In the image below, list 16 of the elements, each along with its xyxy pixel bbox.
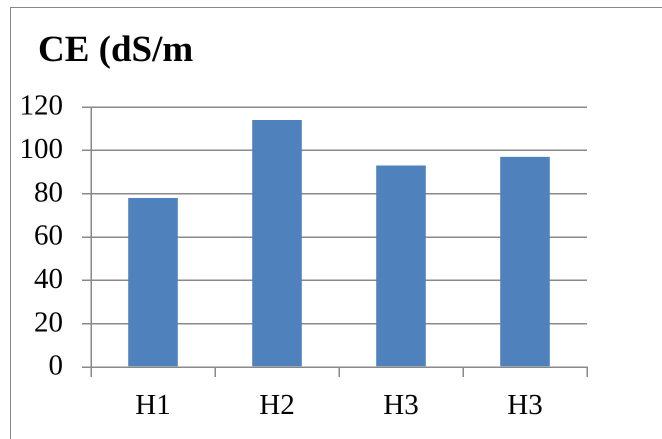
bar xyxy=(252,120,302,366)
bar xyxy=(128,198,178,366)
chart-title: CE (dS/m xyxy=(38,29,194,70)
bar xyxy=(500,156,550,366)
y-tick-label: 20 xyxy=(34,306,63,338)
x-tick-label: H1 xyxy=(135,389,171,422)
y-tick-label: 100 xyxy=(20,132,63,165)
y-tick-label: 0 xyxy=(48,350,63,382)
y-tick-label: 80 xyxy=(34,176,63,208)
y-tick-label: 60 xyxy=(34,220,63,252)
x-tick-label: H3 xyxy=(507,389,543,422)
y-tick-label: 120 xyxy=(20,90,63,122)
y-tick-label: 40 xyxy=(34,262,63,295)
x-tick-label: H2 xyxy=(259,389,295,422)
x-tick-label: H3 xyxy=(383,389,419,422)
bar xyxy=(376,166,426,366)
